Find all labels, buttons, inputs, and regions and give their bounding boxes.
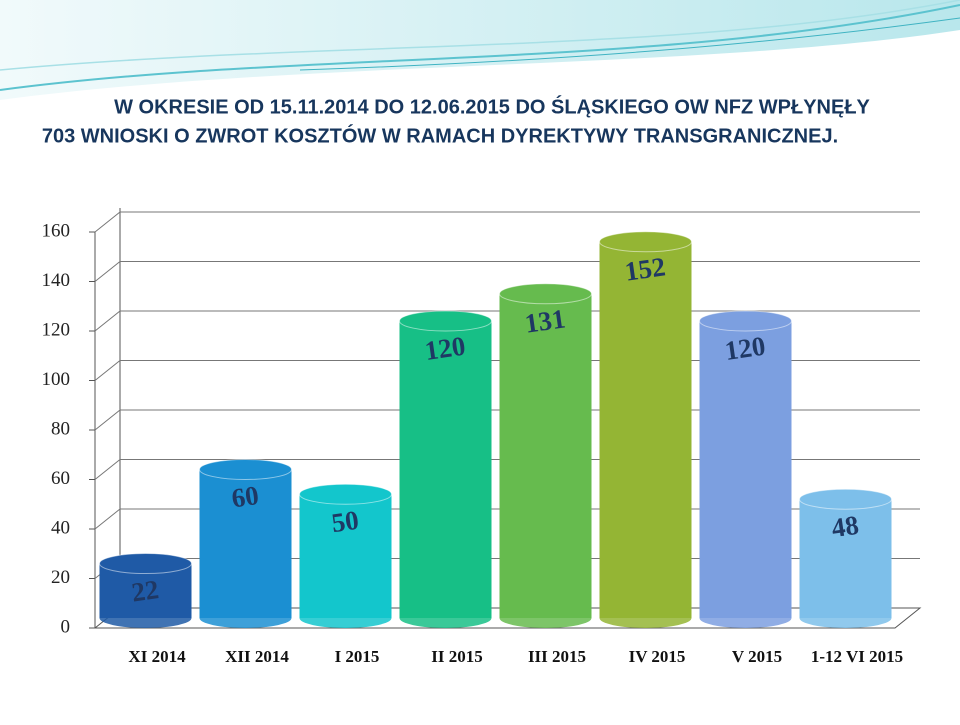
y-tick-label: 20	[51, 567, 70, 588]
value-label: 22	[130, 574, 161, 607]
bar-top	[799, 488, 892, 510]
x-tick-label: II 2015	[431, 647, 482, 666]
x-tick-label: XII 2014	[225, 647, 289, 666]
value-label: 120	[723, 331, 767, 366]
y-tick-label: 40	[51, 517, 70, 538]
bar-shade	[699, 321, 792, 618]
y-tick-label: 160	[42, 220, 71, 241]
bar-shade	[399, 321, 492, 618]
value-label: 60	[230, 480, 261, 513]
bar-top	[699, 310, 792, 332]
value-label: 152	[623, 251, 667, 286]
x-tick-label: V 2015	[732, 647, 782, 666]
y-tick-label: 120	[42, 319, 71, 340]
bar-top	[199, 459, 292, 480]
x-tick-label: I 2015	[335, 647, 380, 666]
y-tick-label: 80	[51, 418, 70, 439]
title-line: W OKRESIE OD 15.11.2014 DO 12.06.2015 DO…	[114, 94, 870, 118]
bar-top	[499, 283, 592, 305]
grid-line	[94, 211, 920, 233]
x-tick-label: III 2015	[528, 647, 586, 666]
bar-top	[399, 310, 492, 332]
bar-shade	[799, 499, 892, 618]
y-tick-label: 0	[61, 616, 71, 637]
value-label: 131	[523, 303, 567, 338]
value-label: 50	[330, 505, 361, 538]
title-line: 703 WNIOSKI O ZWROT KOSZTÓW W RAMACH DYR…	[42, 123, 838, 147]
bar-shade	[499, 293, 592, 618]
bar-top	[99, 553, 192, 575]
x-tick-label: XI 2014	[128, 647, 186, 666]
bar-shade	[599, 241, 692, 619]
y-tick-label: 100	[42, 369, 71, 390]
y-tick-label: 60	[51, 468, 70, 489]
bar-top	[299, 483, 392, 505]
grid-line	[94, 261, 920, 282]
y-tick-label: 140	[42, 270, 71, 291]
value-label: 120	[423, 331, 467, 366]
bar-top	[599, 231, 692, 253]
x-tick-label: IV 2015	[629, 647, 686, 666]
bar-shade	[199, 469, 292, 618]
bar-shade	[299, 494, 392, 618]
x-tick-label: 1-12 VI 2015	[811, 647, 903, 666]
header-decoration	[0, 0, 960, 100]
value-label: 48	[830, 510, 861, 543]
